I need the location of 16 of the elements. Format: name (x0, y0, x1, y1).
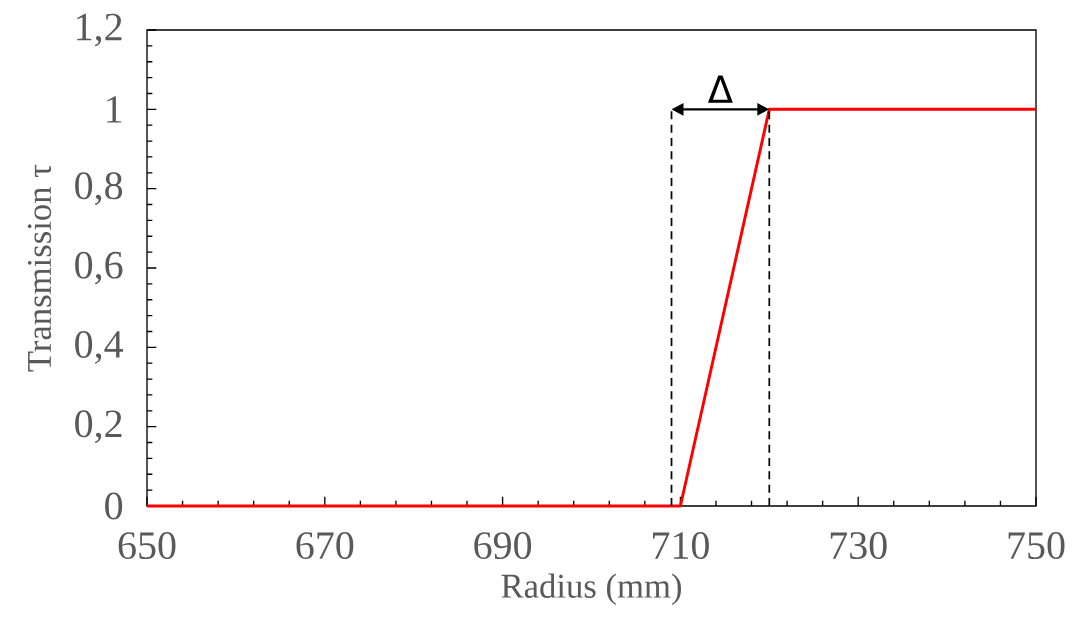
y-axis-title: Transmission τ (27, 164, 52, 372)
x-tick-label: 750 (1008, 532, 1065, 560)
x-tick-label: 650 (118, 532, 176, 560)
x-axis-title: Radius (mm) (501, 573, 681, 605)
annotation: Δ (707, 75, 733, 103)
y-tick-label: 0,4 (75, 330, 124, 364)
x-tick-label: 730 (830, 532, 887, 560)
x-tick-label: 690 (474, 532, 532, 560)
y-tick-label: 1 (107, 96, 122, 123)
y-tick-label: 1,2 (77, 13, 122, 47)
y-tick-label: 0,8 (75, 172, 123, 206)
y-tick-label: 0 (105, 492, 123, 520)
x-tick-label: 710 (653, 532, 709, 560)
y-tick-label: 0,6 (75, 251, 123, 285)
x-tick-label: 670 (296, 532, 354, 560)
y-tick-label: 0,2 (75, 410, 122, 444)
